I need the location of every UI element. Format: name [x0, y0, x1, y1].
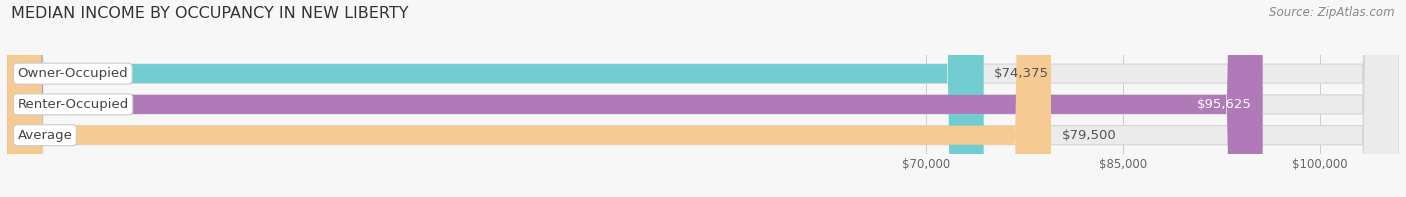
FancyBboxPatch shape	[7, 0, 1399, 197]
Text: MEDIAN INCOME BY OCCUPANCY IN NEW LIBERTY: MEDIAN INCOME BY OCCUPANCY IN NEW LIBERT…	[11, 6, 409, 21]
FancyBboxPatch shape	[7, 0, 1399, 197]
Text: $74,375: $74,375	[994, 67, 1049, 80]
FancyBboxPatch shape	[7, 0, 984, 197]
Text: Owner-Occupied: Owner-Occupied	[17, 67, 128, 80]
FancyBboxPatch shape	[7, 0, 1052, 197]
Text: Source: ZipAtlas.com: Source: ZipAtlas.com	[1270, 6, 1395, 19]
Text: Renter-Occupied: Renter-Occupied	[17, 98, 129, 111]
FancyBboxPatch shape	[7, 0, 1399, 197]
FancyBboxPatch shape	[7, 0, 1263, 197]
Text: Average: Average	[17, 129, 73, 142]
Text: $79,500: $79,500	[1062, 129, 1116, 142]
Text: $95,625: $95,625	[1198, 98, 1253, 111]
